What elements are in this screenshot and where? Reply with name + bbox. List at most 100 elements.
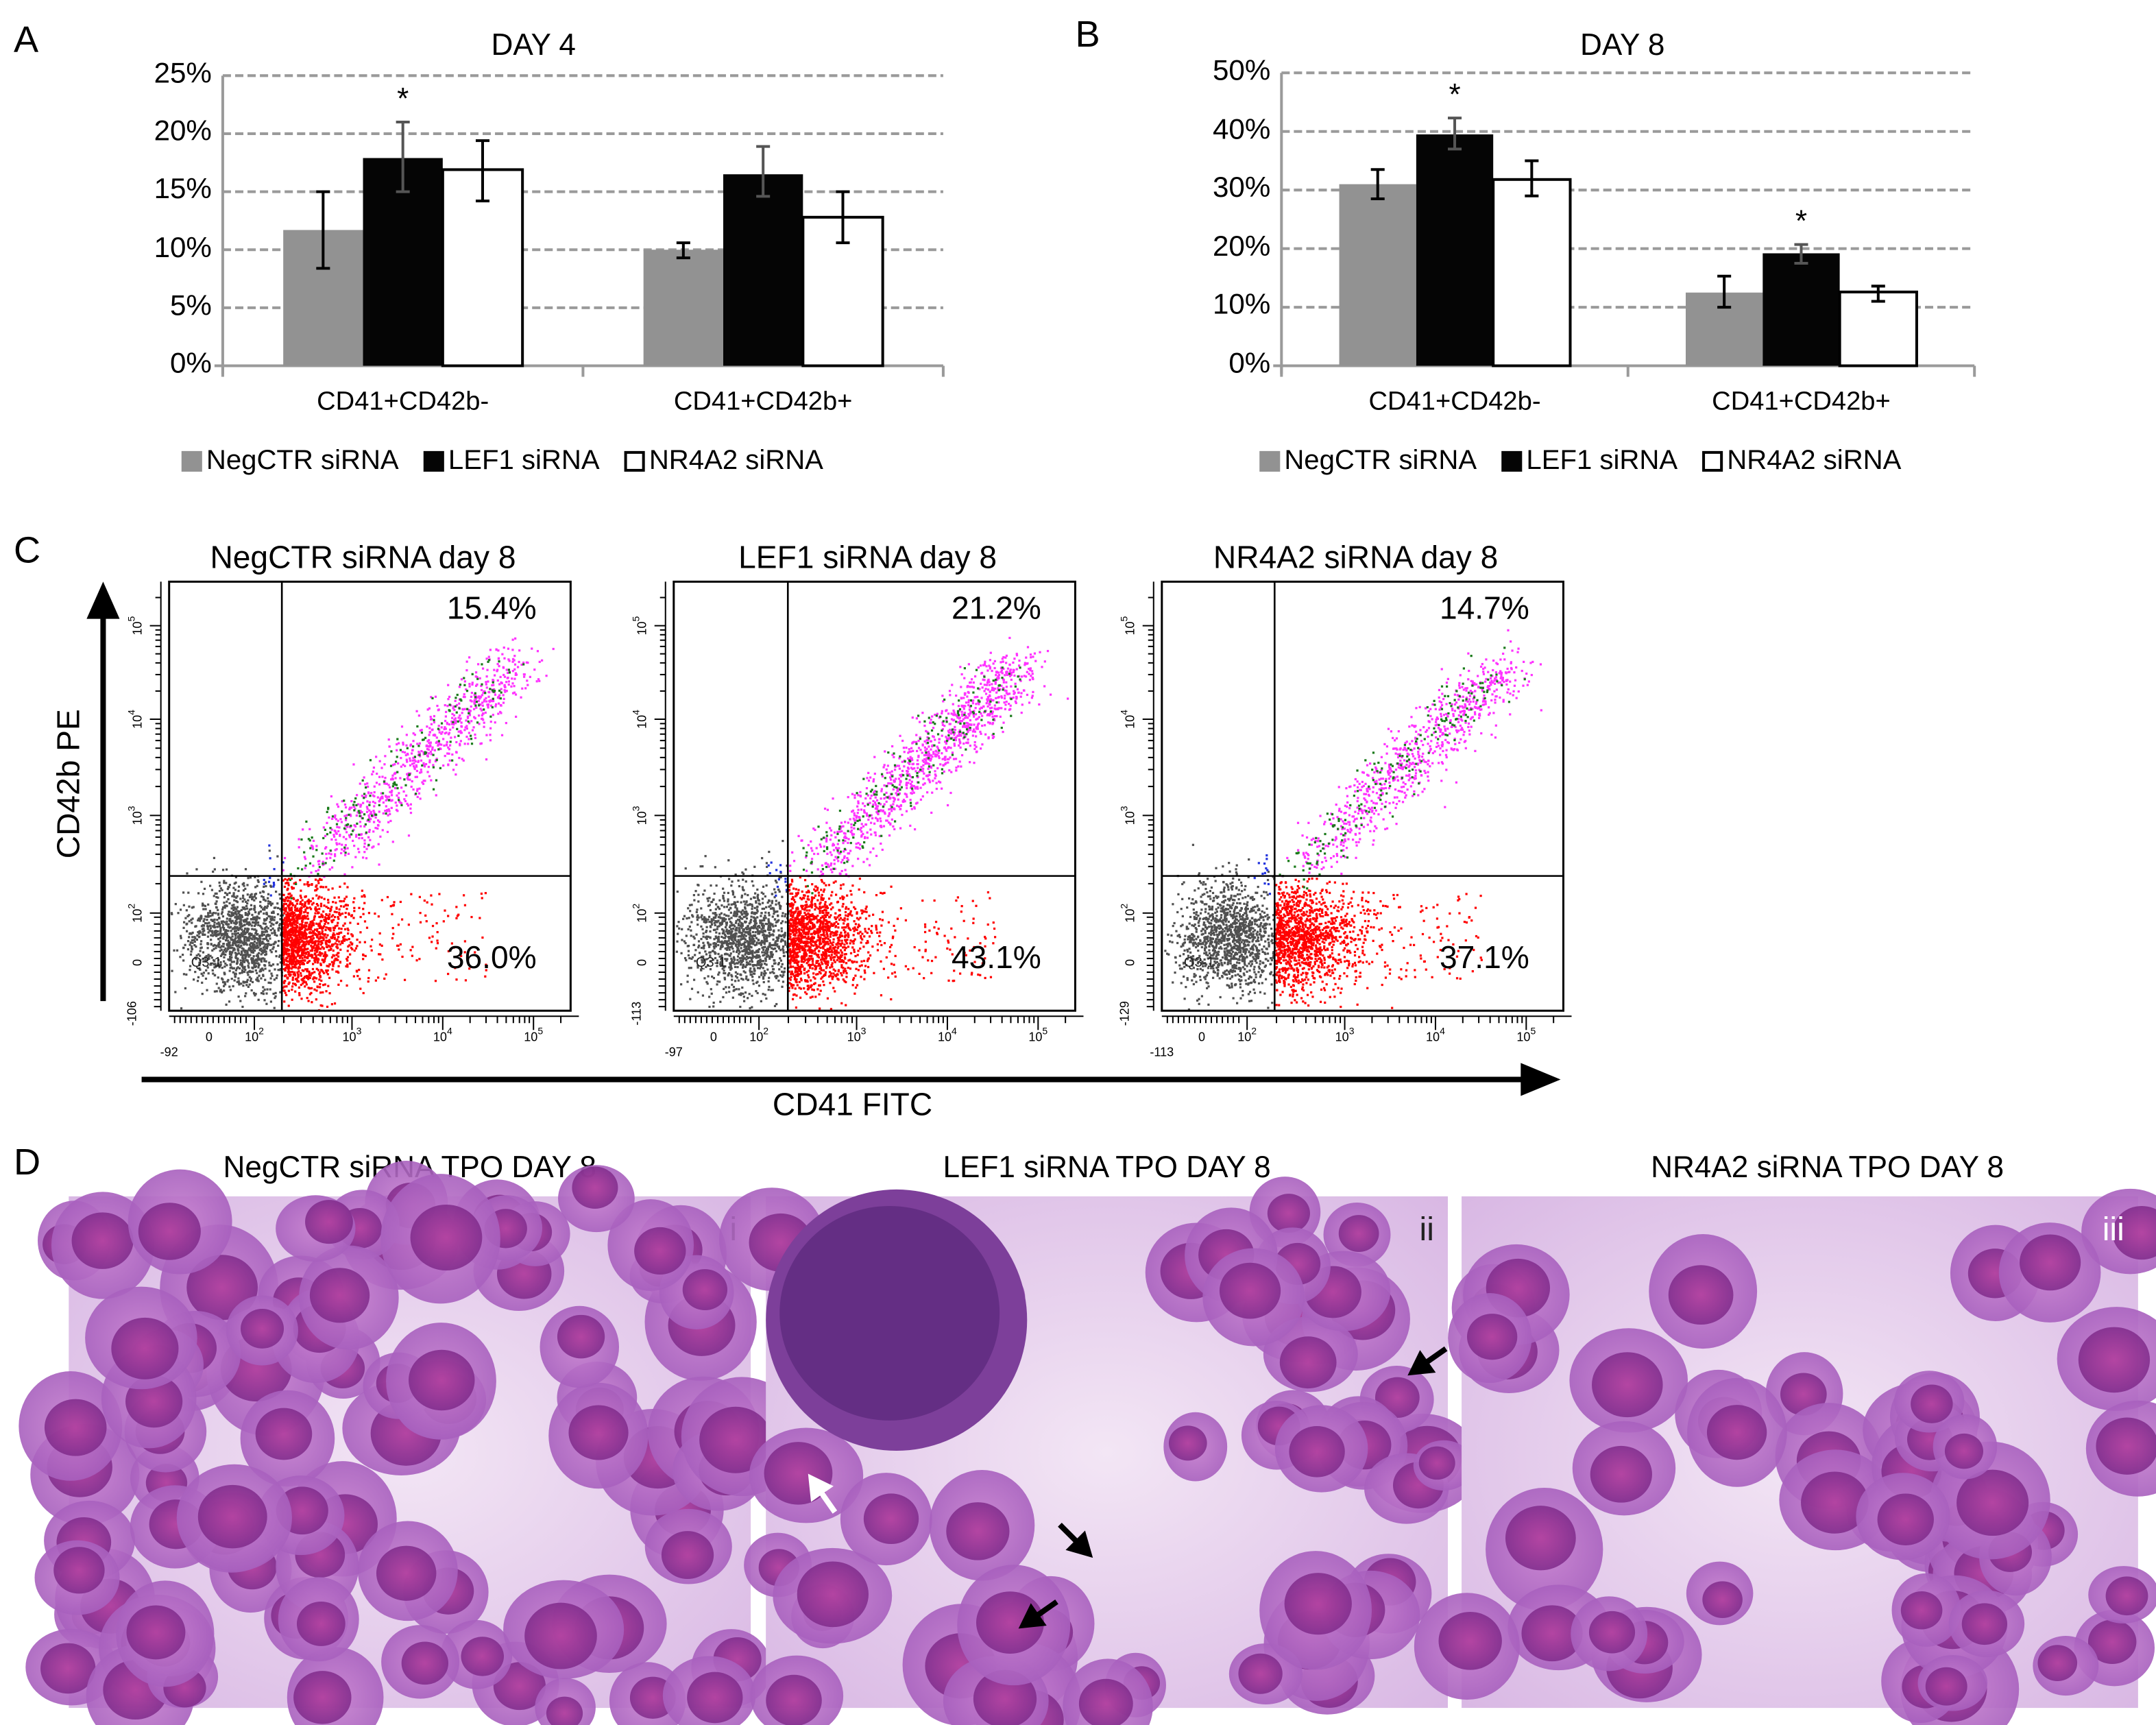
event-dot: [238, 937, 241, 940]
event-dot: [322, 910, 325, 913]
event-dot: [258, 939, 262, 942]
event-dot: [740, 938, 742, 941]
event-dot: [302, 911, 305, 914]
event-dot: [372, 767, 376, 769]
event-dot: [765, 884, 768, 887]
event-dot: [230, 956, 233, 958]
event-dot: [296, 899, 299, 902]
event-dot: [699, 865, 702, 868]
event-dot: [758, 948, 761, 951]
event-dot: [770, 952, 773, 955]
event-dot: [237, 939, 239, 942]
event-dot: [353, 809, 356, 812]
event-dot: [730, 974, 733, 976]
event-dot: [778, 904, 782, 907]
event-dot: [284, 969, 287, 972]
event-dot: [709, 955, 712, 958]
event-dot: [474, 733, 476, 736]
event-dot: [213, 966, 216, 969]
event-dot: [689, 998, 692, 1000]
event-dot: [749, 963, 751, 966]
event-dot: [686, 945, 689, 948]
event-dot: [407, 804, 410, 807]
event-dot: [282, 957, 284, 960]
event-dot: [731, 948, 734, 950]
event-dot: [678, 927, 681, 930]
event-dot: [297, 976, 300, 979]
event-dot: [308, 939, 311, 942]
event-dot: [287, 897, 291, 900]
event-dot: [247, 912, 251, 915]
event-dot: [293, 941, 295, 943]
event-dot: [690, 957, 693, 961]
event-dot: [304, 915, 307, 918]
event-dot: [344, 819, 348, 821]
event-dot: [214, 932, 217, 935]
event-dot: [253, 965, 256, 968]
event-dot: [680, 983, 683, 986]
event-dot: [755, 990, 758, 993]
event-dot: [330, 956, 334, 958]
event-dot: [435, 794, 437, 797]
event-dot: [272, 911, 275, 915]
event-dot: [283, 907, 286, 910]
event-dot: [720, 945, 723, 948]
event-dot: [217, 921, 220, 924]
event-dot: [327, 985, 330, 987]
event-dot: [347, 932, 350, 935]
event-dot: [684, 867, 687, 870]
event-dot: [321, 930, 324, 933]
event-dot: [208, 929, 211, 932]
event-dot: [318, 865, 321, 869]
event-dot: [262, 993, 265, 996]
event-dot: [697, 991, 699, 993]
event-dot: [734, 904, 737, 907]
event-dot: [199, 950, 202, 952]
event-dot: [293, 956, 296, 959]
event-dot: [356, 847, 360, 850]
event-dot: [725, 952, 727, 955]
event-dot: [521, 687, 524, 690]
event-dot: [300, 983, 302, 987]
event-dot: [777, 915, 779, 917]
event-dot: [732, 961, 735, 963]
event-dot: [250, 971, 252, 974]
event-dot: [332, 961, 335, 964]
event-dot: [419, 797, 422, 800]
event-dot: [313, 980, 316, 983]
event-dot: [257, 924, 260, 926]
event-dot: [768, 955, 771, 958]
event-dot: [518, 660, 520, 664]
event-dot: [455, 722, 457, 725]
event-dot: [685, 934, 688, 937]
event-dot: [763, 936, 766, 939]
event-dot: [253, 940, 256, 943]
event-dot: [752, 927, 755, 930]
event-dot: [427, 748, 430, 751]
event-dot: [738, 931, 741, 934]
event-dot: [294, 990, 297, 993]
event-dot: [228, 918, 231, 921]
event-dot: [287, 920, 290, 923]
event-dot: [382, 801, 385, 804]
event-dot: [536, 650, 540, 653]
event-dot: [742, 963, 744, 966]
event-dot: [437, 727, 440, 730]
event-dot: [308, 923, 311, 926]
event-dot: [222, 980, 225, 984]
event-dot: [256, 918, 258, 921]
event-dot: [316, 985, 319, 988]
event-dot: [283, 975, 287, 978]
event-dot: [361, 856, 365, 859]
event-dot: [328, 939, 331, 941]
event-dot: [304, 985, 306, 988]
event-dot: [343, 846, 346, 849]
event-dot: [232, 886, 235, 889]
event-dot: [396, 743, 398, 746]
event-dot: [343, 849, 346, 853]
event-dot: [215, 990, 218, 993]
event-dot: [343, 882, 346, 885]
event-dot: [302, 963, 305, 965]
event-dot: [762, 977, 765, 980]
event-dot: [291, 937, 293, 939]
